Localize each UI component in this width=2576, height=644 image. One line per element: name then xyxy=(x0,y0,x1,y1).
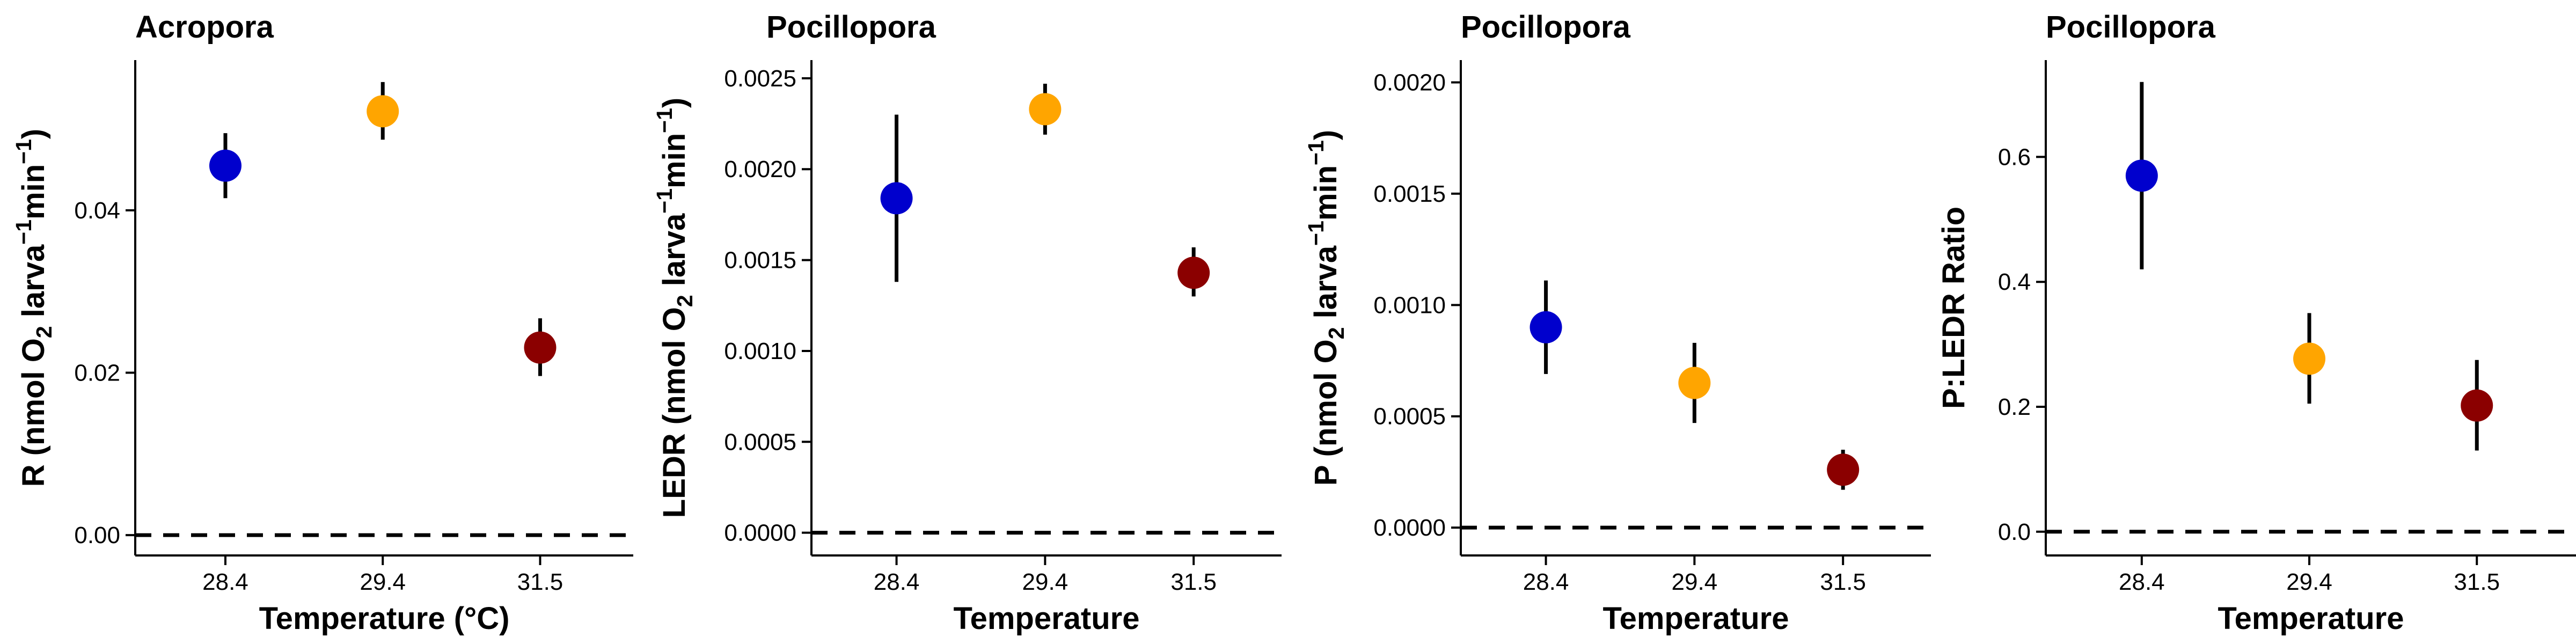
x-tick-label: 29.4 xyxy=(2286,569,2332,595)
y-axis-title-part: −1 xyxy=(1304,140,1328,165)
chart-panel-2: Pocillopora 0.0000 0.0005 0.0010 0.0015 0.002… xyxy=(652,10,1282,636)
chart-panel-1: Acropora 0.00 0.02 0.04 28.4 29.4 31.5 Temperat… xyxy=(11,10,633,636)
y-axis-title-part: 2 xyxy=(32,326,56,338)
y-tick-label: 0.0020 xyxy=(1373,69,1446,96)
x-tick-label: 28.4 xyxy=(2119,569,2165,595)
data-point xyxy=(1827,453,1860,486)
y-axis-title-part: ) xyxy=(657,98,692,108)
y-tick-label: 0.0000 xyxy=(1373,515,1446,541)
y-axis-title-part: −1 xyxy=(652,188,677,214)
y-axis-title: LEDR (nmol O2 larva−1min−1) xyxy=(652,98,697,518)
panel-title: Pocillopora xyxy=(766,10,936,45)
x-tick-label: 28.4 xyxy=(1523,569,1569,595)
data-point xyxy=(880,182,913,215)
data-point xyxy=(367,95,399,128)
y-tick-label: 0.0005 xyxy=(724,429,796,455)
y-axis-title-part: larva xyxy=(1308,245,1343,327)
data-point xyxy=(2293,342,2326,375)
data-point xyxy=(2461,389,2493,422)
y-tick-label: 0.0015 xyxy=(724,247,796,274)
y-tick-label: 0.0005 xyxy=(1373,404,1446,430)
y-tick-label: 0.2 xyxy=(1998,394,2031,420)
y-tick-label: 0.02 xyxy=(74,360,120,386)
chart-panel-3: Pocillopora 0.0000 0.0005 0.0010 0.0015 0.002… xyxy=(1304,10,1931,636)
y-tick-label: 0.0010 xyxy=(1373,292,1446,318)
y-axis-title: P (nmol O2 larva−1min−1) xyxy=(1304,130,1349,486)
y-axis-title-part: min xyxy=(1308,165,1343,221)
y-tick-label: 0.00 xyxy=(74,522,120,548)
y-axis-title-part: LEDR (nmol O xyxy=(657,307,692,518)
x-tick-label: 31.5 xyxy=(1170,569,1217,595)
y-axis-title-part: ) xyxy=(1308,130,1343,140)
y-tick-label: 0.6 xyxy=(1998,144,2031,170)
data-point xyxy=(2125,159,2158,192)
x-axis-title: Temperature (°C) xyxy=(259,601,510,636)
y-axis-title-part: −1 xyxy=(11,219,36,245)
x-tick-label: 28.4 xyxy=(202,569,248,595)
y-axis-title: P:LEDR Ratio xyxy=(1936,207,1971,409)
data-point xyxy=(524,331,557,364)
y-axis-title-part: P (nmol O xyxy=(1308,339,1343,486)
y-axis-title: R (nmol O2 larva−1min−1) xyxy=(11,129,56,487)
x-tick-label: 31.5 xyxy=(2454,569,2500,595)
y-axis-title-part: min xyxy=(16,164,51,219)
x-tick-label: 28.4 xyxy=(874,569,920,595)
x-axis-title: Temperature xyxy=(2218,601,2404,636)
y-axis-title-part: −1 xyxy=(1304,221,1328,246)
panel-title: Pocillopora xyxy=(1461,10,1631,45)
data-point xyxy=(1029,93,1062,126)
y-tick-label: 0.0000 xyxy=(724,520,796,546)
x-axis-title: Temperature xyxy=(1602,601,1789,636)
y-axis-title-part: ) xyxy=(16,129,51,139)
y-axis-title-part: P:LEDR Ratio xyxy=(1936,207,1971,409)
x-axis-title: Temperature xyxy=(953,601,1139,636)
chart-panel-4: Pocillopora 0.0 0.2 0.4 0.6 28.4 29.4 31.5 Tempe… xyxy=(1936,10,2576,636)
y-tick-label: 0.4 xyxy=(1998,269,2031,295)
x-tick-label: 31.5 xyxy=(1820,569,1866,595)
y-axis-title-part: 2 xyxy=(672,295,697,307)
y-axis-title-part: min xyxy=(657,133,692,188)
x-tick-label: 29.4 xyxy=(360,569,406,595)
y-tick-label: 0.0015 xyxy=(1373,181,1446,207)
y-axis-title-part: larva xyxy=(657,213,692,295)
data-point xyxy=(209,149,241,182)
y-axis-title-part: larva xyxy=(16,244,51,326)
y-axis-title-part: −1 xyxy=(11,139,36,164)
y-tick-label: 0.0025 xyxy=(724,65,796,92)
x-tick-label: 29.4 xyxy=(1022,569,1069,595)
y-tick-label: 0.0010 xyxy=(724,338,796,364)
data-point xyxy=(1529,311,1562,343)
panel-title: Acropora xyxy=(135,10,274,45)
x-tick-label: 31.5 xyxy=(517,569,564,595)
data-point xyxy=(1678,367,1711,399)
y-tick-label: 0.0 xyxy=(1998,519,2031,545)
panel-title: Pocillopora xyxy=(2046,10,2216,45)
y-tick-label: 0.04 xyxy=(74,197,120,224)
y-axis-title-part: R (nmol O xyxy=(16,338,51,487)
y-tick-label: 0.0020 xyxy=(724,156,796,182)
data-point xyxy=(1177,257,1210,289)
y-axis-title-part: 2 xyxy=(1324,327,1349,339)
x-tick-label: 29.4 xyxy=(1672,569,1718,595)
y-axis-title-part: −1 xyxy=(652,108,677,133)
